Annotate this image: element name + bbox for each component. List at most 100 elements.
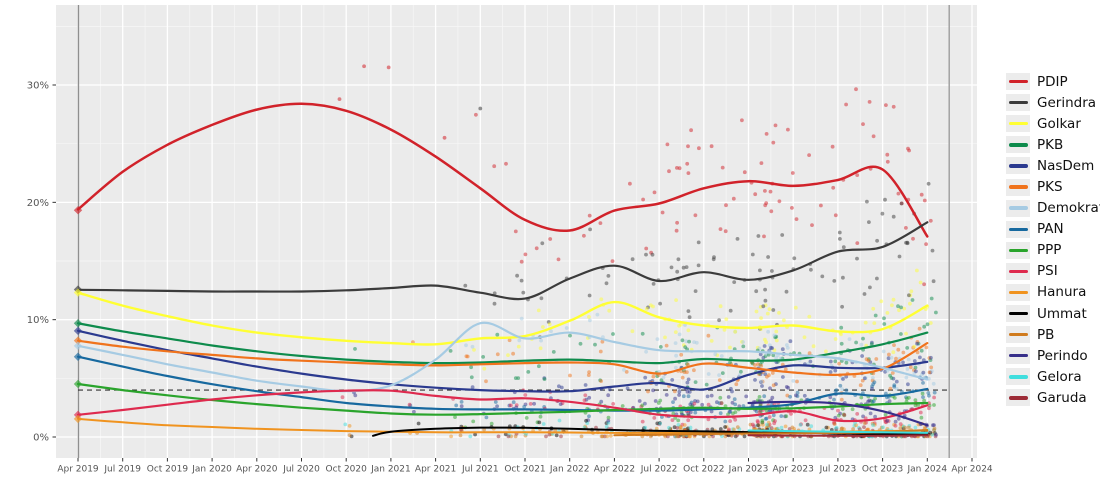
poll-point-PKS — [587, 370, 591, 374]
poll-point-PPP — [757, 395, 762, 399]
poll-point-PKS — [908, 365, 913, 370]
poll-point-Ummat — [805, 422, 810, 427]
poll-point-Gerindra — [907, 293, 911, 298]
poll-point-Gerindra — [669, 265, 674, 270]
poll-point-Gerindra — [650, 252, 655, 257]
poll-point-PKB — [693, 380, 698, 384]
poll-point-Gelora — [604, 424, 609, 429]
poll-point-PSI — [927, 406, 931, 411]
poll-point-PKS — [484, 379, 488, 384]
legend-label: Hanura — [1037, 284, 1087, 301]
poll-point-PKS — [901, 350, 906, 355]
poll-point-PDIP — [723, 229, 728, 234]
x-tick-label: Jan 2021 — [370, 465, 411, 475]
poll-point-Gerindra — [905, 240, 910, 245]
poll-point-Gerindra — [735, 237, 740, 241]
legend-swatch-icon — [1008, 269, 1028, 274]
y-tick-label: 20% — [27, 198, 49, 209]
legend-item-PKS: PKS — [1006, 176, 1100, 197]
legend-item-Ummat: Ummat — [1006, 303, 1100, 324]
poll-point-PDIP — [685, 161, 690, 166]
poll-point-Perindo — [637, 399, 642, 403]
poll-point-Gelora — [343, 422, 348, 427]
poll-point-Gelora — [779, 425, 784, 430]
poll-point-NasDem — [762, 344, 767, 348]
poll-point-Golkar — [733, 329, 738, 334]
poll-point-Golkar — [811, 344, 816, 349]
poll-point-Demokrat — [906, 357, 911, 362]
poll-point-PDIP — [764, 132, 769, 136]
poll-point-Gerindra — [717, 318, 721, 323]
poll-point-Gerindra — [684, 265, 689, 269]
poll-point-PKB — [704, 382, 709, 387]
poll-point-Gelora — [658, 421, 662, 426]
legend-label: Gerindra — [1037, 94, 1097, 111]
poll-point-PKS — [874, 357, 879, 361]
poll-point-Gerindra — [687, 315, 692, 320]
legend-item-NasDem: NasDem — [1006, 155, 1100, 176]
poll-point-Hanura — [679, 425, 683, 430]
legend-label: PB — [1037, 326, 1055, 343]
legend-item-Perindo: Perindo — [1006, 345, 1100, 366]
poll-point-NasDem — [929, 355, 933, 360]
poll-point-PKS — [765, 374, 769, 379]
poll-point-NasDem — [802, 393, 807, 398]
poll-point-Gerindra — [693, 289, 698, 293]
poll-point-NasDem — [670, 378, 675, 382]
poll-point-Golkar — [547, 322, 552, 327]
poll-point-PKS — [511, 351, 515, 356]
trend-line-Perindo — [747, 400, 929, 427]
poll-point-Golkar — [774, 338, 779, 343]
poll-point-Perindo — [896, 416, 901, 421]
poll-point-Gerindra — [862, 292, 867, 296]
poll-point-NasDem — [685, 380, 690, 385]
poll-point-NasDem — [781, 375, 785, 379]
poll-point-Golkar — [793, 305, 798, 310]
poll-point-PDIP — [709, 144, 714, 149]
poll-point-Perindo — [861, 414, 865, 419]
poll-point-Perindo — [695, 399, 700, 404]
poll-point-Perindo — [709, 393, 714, 398]
poll-point-Demokrat — [719, 354, 724, 358]
trend-line-Demokrat — [76, 321, 929, 393]
poll-point-PPP — [671, 411, 676, 416]
poll-point-PSI — [523, 393, 528, 397]
poll-point-Perindo — [744, 394, 749, 399]
poll-point-PDIP — [652, 190, 657, 195]
poll-point-Gerindra — [696, 240, 701, 245]
poll-point-PAN — [795, 390, 800, 395]
poll-point-PKS — [892, 343, 896, 347]
poll-point-Demokrat — [539, 338, 543, 343]
poll-point-PAN — [762, 394, 767, 399]
legend-item-Garuda: Garuda — [1006, 387, 1100, 408]
poll-point-PKS — [837, 361, 841, 366]
poll-point-PKB — [513, 376, 518, 380]
poll-point-PDIP — [773, 123, 778, 128]
poll-point-NasDem — [753, 378, 757, 382]
trend-line-Gelora — [747, 429, 929, 434]
poll-point-PPP — [760, 420, 765, 425]
poll-point-Gerindra — [763, 287, 767, 292]
poll-point-PKB — [526, 370, 531, 374]
election-2019-marker-PAN — [73, 352, 83, 361]
legend-key-PAN — [1006, 220, 1030, 238]
poll-point-PDIP — [763, 189, 767, 193]
poll-point-Gerindra — [792, 256, 797, 261]
poll-point-PKS — [651, 374, 656, 379]
poll-point-PDIP — [628, 181, 632, 186]
poll-point-NasDem — [921, 370, 926, 375]
poll-point-PDIP — [807, 153, 811, 158]
poll-point-Garuda — [544, 434, 548, 439]
poll-point-PDIP — [731, 196, 736, 201]
poll-point-PDIP — [867, 100, 872, 104]
poll-point-PAN — [454, 403, 459, 408]
poll-point-PKB — [728, 360, 732, 365]
poll-point-PSI — [706, 417, 711, 422]
poll-point-Ummat — [742, 434, 747, 439]
poll-point-Ummat — [537, 420, 542, 425]
election-2019-marker-PKB — [73, 319, 83, 328]
poll-point-Demokrat — [905, 367, 910, 371]
poll-point-PKB — [910, 298, 915, 302]
legend-swatch-icon — [1008, 143, 1028, 147]
poll-point-Gerindra — [712, 255, 716, 260]
